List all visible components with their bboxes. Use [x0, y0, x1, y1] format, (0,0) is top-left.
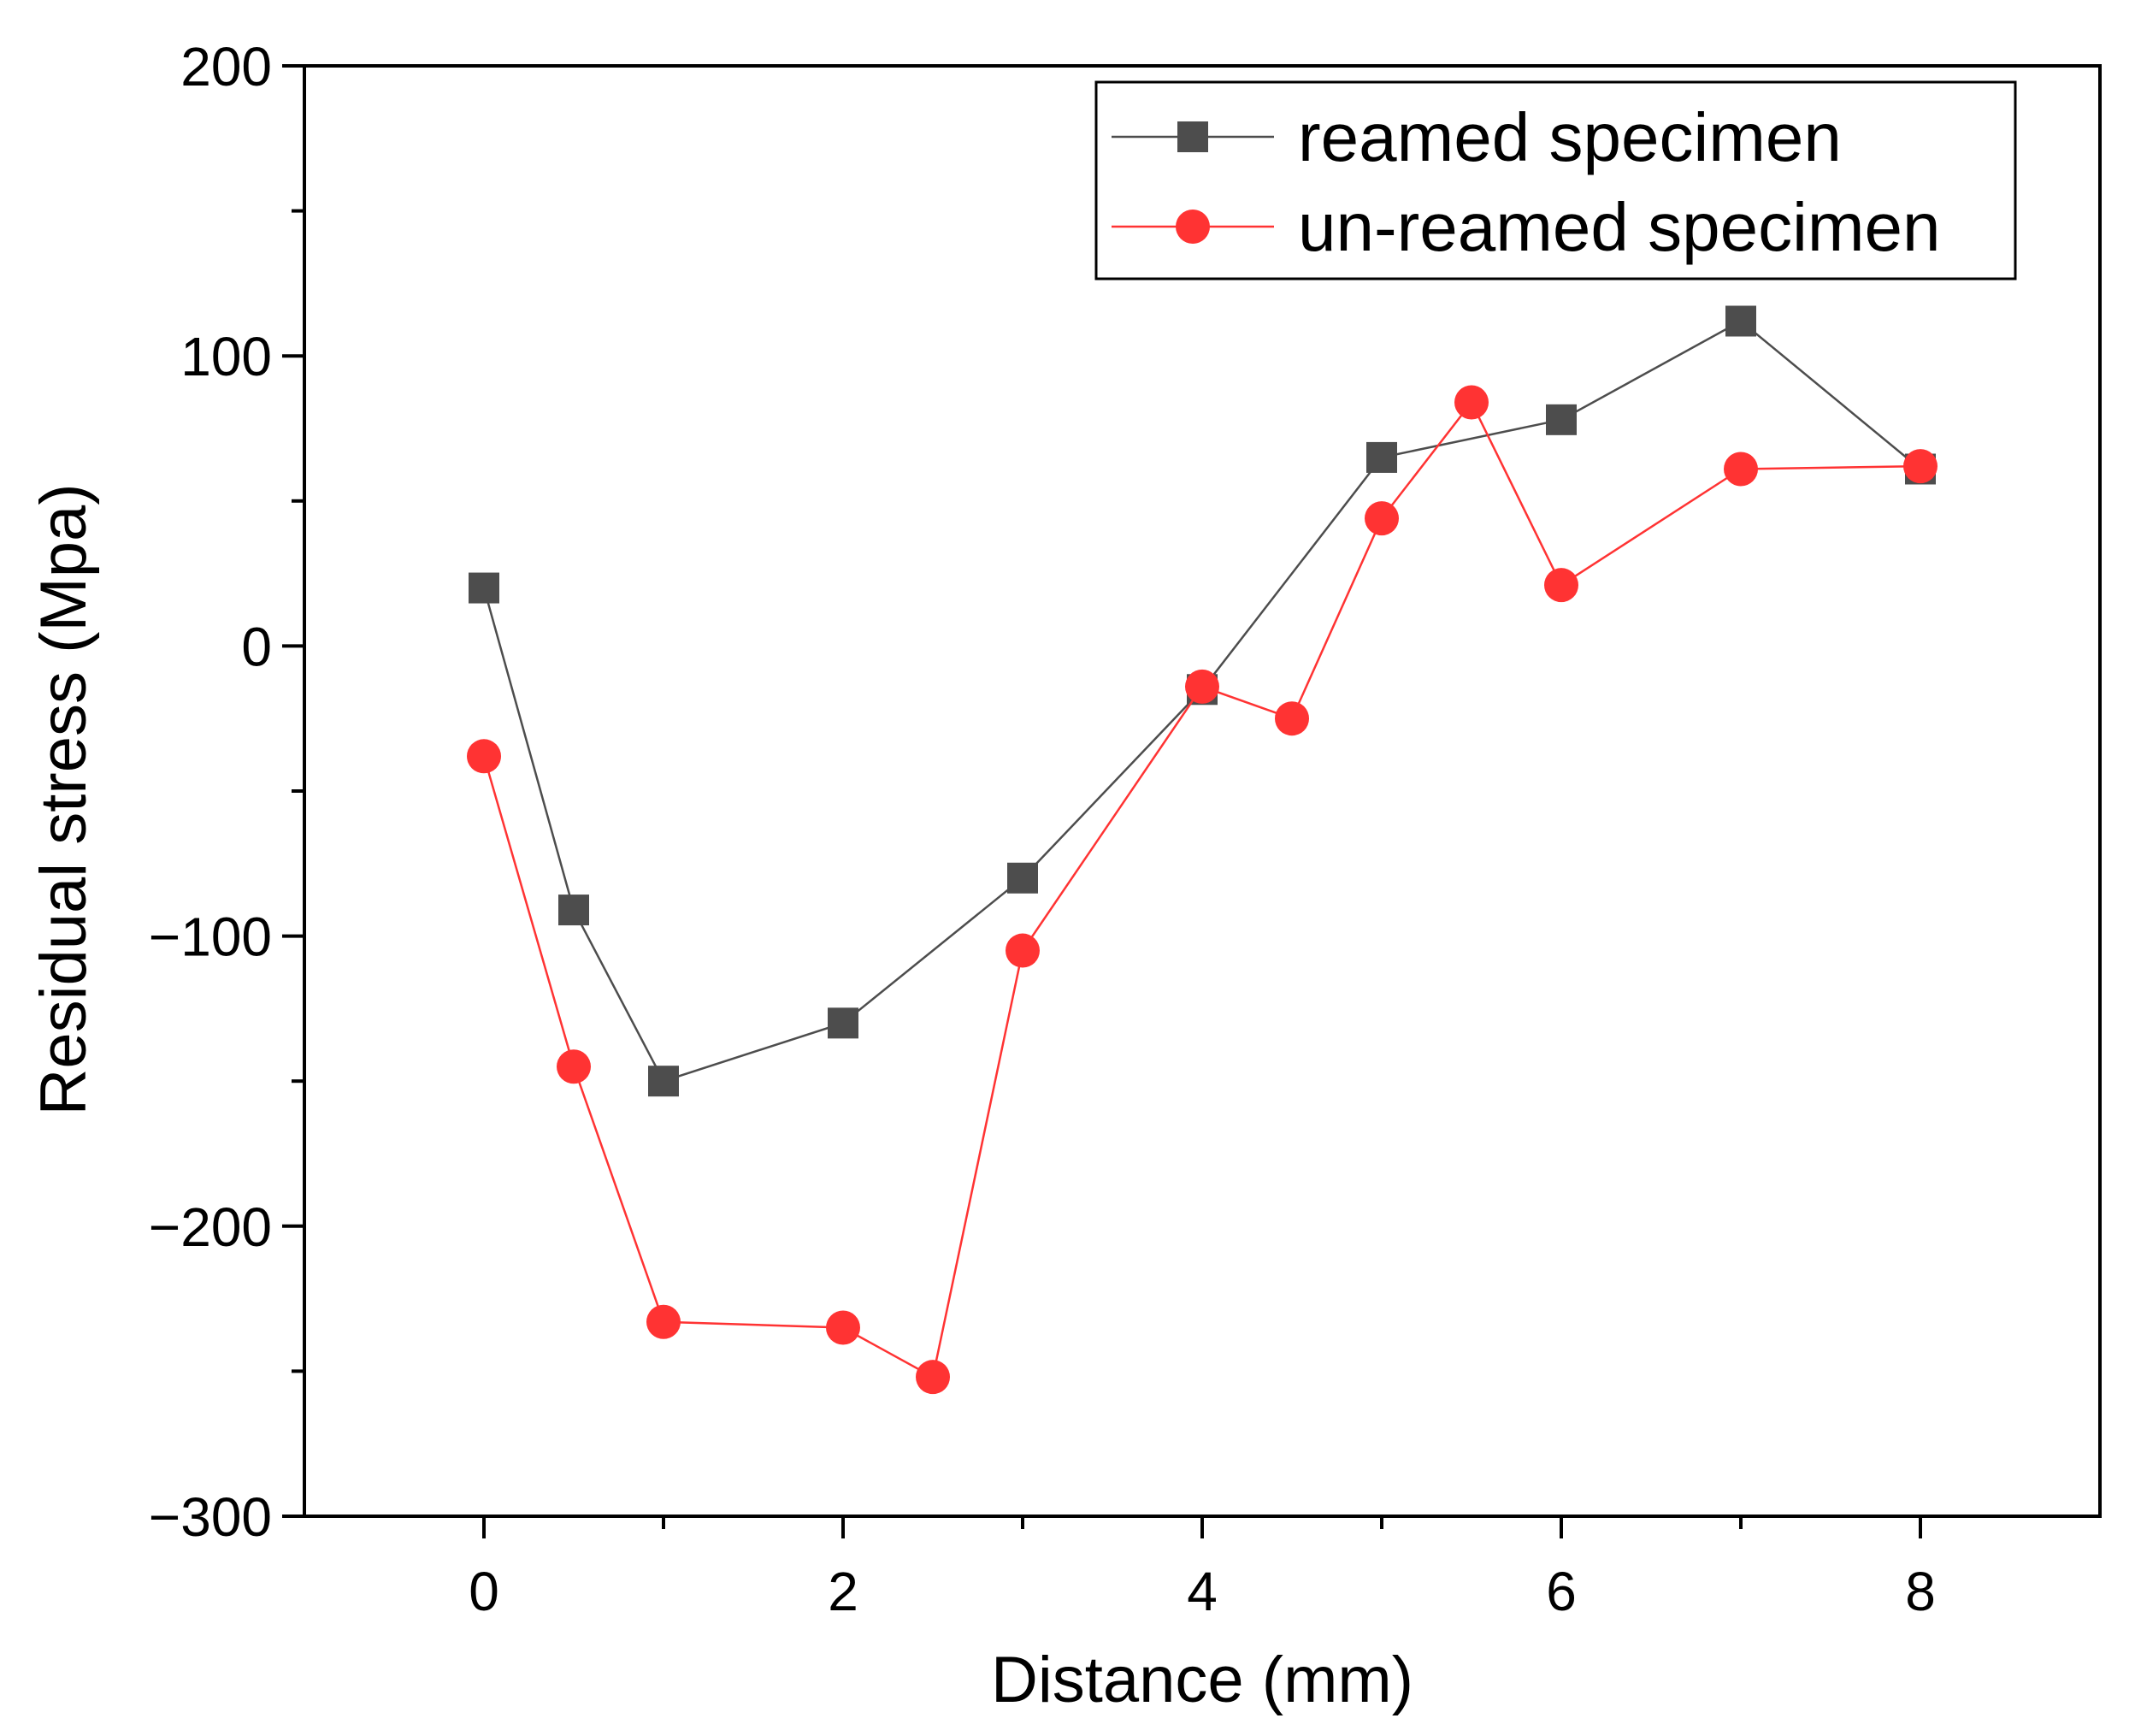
y-tick-label: −100: [149, 906, 272, 968]
data-point-unreamed: [1006, 933, 1040, 968]
legend-box: [1094, 80, 2017, 280]
data-point-reamed: [1725, 305, 1756, 337]
legend-marker-unreamed-circle: [1176, 210, 1210, 244]
data-point-unreamed: [916, 1360, 950, 1395]
x-axis-title: Distance (mm): [991, 1644, 1413, 1716]
y-tick-label: 100: [180, 326, 272, 387]
series-line-reamed: [482, 319, 1921, 1083]
data-point-unreamed: [1185, 669, 1219, 704]
plot-frame: [303, 64, 2102, 1518]
axis-ticks: [282, 64, 1922, 1538]
data-point-reamed: [469, 572, 499, 604]
data-point-unreamed: [1903, 449, 1938, 484]
data-point-unreamed: [467, 739, 501, 774]
data-point-unreamed: [1544, 568, 1578, 603]
legend-label-reamed: reamed specimen: [1298, 99, 1842, 175]
y-tick-label: −300: [149, 1486, 272, 1548]
data-point-unreamed: [1365, 501, 1399, 536]
x-tick-label: 4: [1187, 1561, 1218, 1622]
data-point-unreamed: [826, 1310, 860, 1345]
legend-marker-reamed-square: [1177, 121, 1208, 152]
data-point-unreamed: [646, 1304, 681, 1339]
data-point-reamed: [1546, 404, 1577, 435]
axis-tick-labels: 0 2 4 6 8 −300 −200 −100 0 100 200: [149, 36, 1936, 1622]
data-point-reamed: [828, 1007, 858, 1039]
x-tick-label: 8: [1905, 1561, 1936, 1622]
data-point-reamed: [1007, 862, 1038, 894]
data-point-reamed: [1366, 441, 1397, 473]
x-tick-label: 6: [1546, 1561, 1577, 1622]
data-point-unreamed: [1454, 385, 1489, 420]
data-series: [467, 305, 1938, 1395]
legend: reamed specimen un-reamed specimen: [1094, 80, 2017, 280]
data-point-unreamed: [557, 1049, 591, 1084]
y-tick-label: 0: [241, 616, 272, 677]
data-point-unreamed: [1724, 452, 1758, 487]
x-tick-label: 0: [469, 1561, 499, 1622]
plot-area-border: [303, 64, 2102, 1518]
y-axis-title: Residual stress (Mpa): [27, 483, 100, 1115]
x-tick-label: 2: [828, 1561, 858, 1622]
y-tick-label: −200: [149, 1196, 272, 1258]
series-line-unreamed: [482, 400, 1921, 1379]
y-tick-label: 200: [180, 36, 272, 97]
series-unreamed: [467, 385, 1938, 1395]
data-point-reamed: [558, 895, 589, 926]
legend-label-unreamed: un-reamed specimen: [1298, 189, 1940, 265]
data-point-unreamed: [1275, 701, 1309, 736]
data-point-reamed: [648, 1066, 679, 1097]
